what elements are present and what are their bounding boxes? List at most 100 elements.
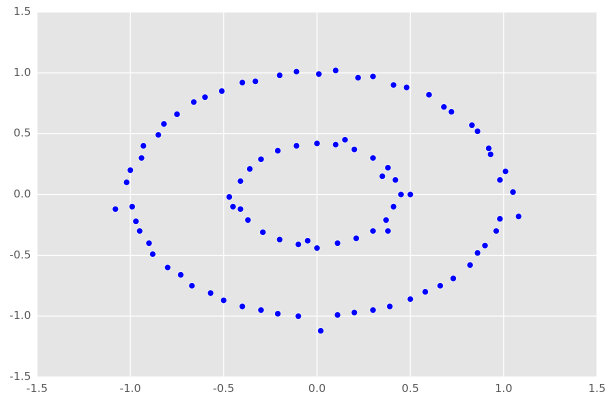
point [257,155,265,163]
point [369,306,377,314]
y-tick-label: 1.0 [14,66,32,79]
point [334,311,342,319]
point [390,203,398,211]
point [304,237,312,245]
point [294,312,302,320]
point [201,93,209,101]
point [403,83,411,91]
point [294,240,302,248]
point [502,167,510,175]
point [313,244,321,252]
point [474,127,482,135]
point [447,108,455,116]
point [251,77,259,85]
point [160,120,168,128]
point [341,136,349,144]
point [128,203,136,211]
point [425,91,433,99]
point [136,227,144,235]
point [406,191,414,199]
point [276,236,284,244]
point [496,176,504,184]
point [468,121,476,129]
point [173,110,181,118]
point [276,71,284,79]
y-tick-label: -0.5 [10,248,31,261]
y-tick-label: 0.0 [14,188,32,201]
point [406,295,414,303]
point [154,131,162,139]
point [474,249,482,257]
point [229,203,237,211]
point [369,154,377,162]
point [466,261,474,269]
point [509,188,517,196]
point [390,81,398,89]
point [138,154,146,162]
point [218,87,226,95]
point [354,74,362,82]
y-tick-label: -1.0 [10,309,31,322]
point [515,212,523,220]
point [149,250,157,258]
point [350,309,358,317]
point [496,215,504,223]
point [449,274,457,282]
point [492,227,500,235]
point [225,193,233,201]
point [274,147,282,155]
point [257,306,265,314]
point [350,145,358,153]
x-tick-label: 0.5 [402,382,420,395]
point [386,302,394,310]
y-tick-label: 1.5 [14,5,32,18]
point [397,191,405,199]
x-tick-label: 0.0 [308,382,326,395]
point [421,288,429,296]
point [332,66,340,74]
point [317,327,325,335]
point [332,141,340,149]
point [487,150,495,158]
x-tick-label: -1.5 [26,382,47,395]
y-tick-label: 0.5 [14,127,32,140]
point [315,70,323,78]
point [274,310,282,318]
point [244,216,252,224]
point [384,227,392,235]
point [481,242,489,250]
point [369,227,377,235]
point [436,282,444,290]
x-tick-label: -1.0 [120,382,141,395]
point [440,103,448,111]
point [259,228,267,236]
x-tick-label: 1.0 [495,382,513,395]
point [177,271,185,279]
point [292,68,300,76]
x-tick-label: 1.5 [588,382,606,395]
point [485,144,493,152]
point [313,139,321,147]
point [238,302,246,310]
point [391,176,399,184]
point [246,165,254,173]
point [334,239,342,247]
y-tick-label: -1.5 [10,370,31,383]
point [382,216,390,224]
point [139,142,147,150]
point [190,98,198,106]
x-tick-label: -0.5 [213,382,234,395]
point [145,239,153,247]
point [378,172,386,180]
point [292,142,300,150]
point [132,217,140,225]
point [123,178,131,186]
point [238,79,246,87]
point [126,166,134,174]
point [236,177,244,185]
point [164,263,172,271]
point [188,282,196,290]
point [384,164,392,172]
point [369,72,377,80]
